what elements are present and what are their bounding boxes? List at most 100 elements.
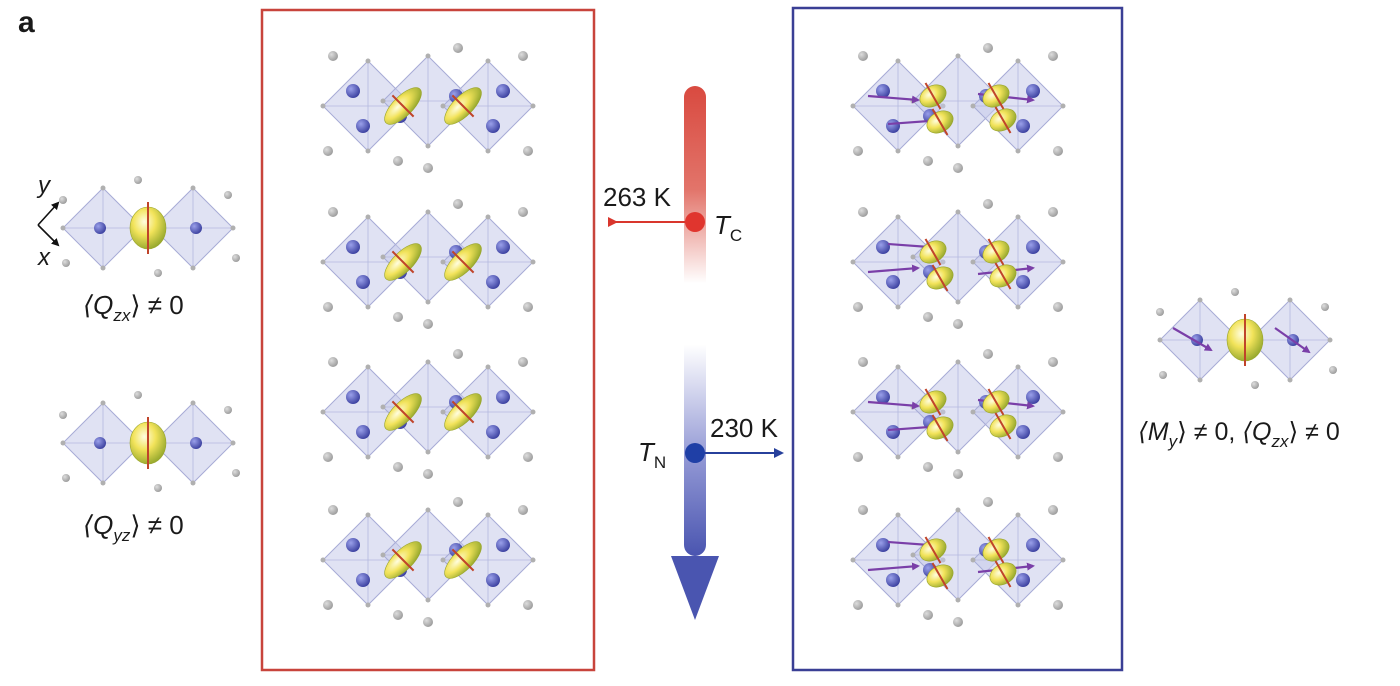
metal-atom [346, 84, 360, 98]
metal-atom [346, 390, 360, 404]
tn-value: 230 K [710, 413, 778, 443]
spin-arrow [867, 400, 920, 410]
metal-atom [1026, 538, 1040, 552]
ligand-atom [923, 156, 933, 166]
ligand-atom [858, 207, 868, 217]
metal-atom [486, 573, 500, 587]
qzx-motif [59, 176, 240, 277]
qzx-pre: ⟨Q [83, 290, 114, 320]
metal-atom [496, 240, 510, 254]
ligand-atom [983, 497, 993, 507]
metal-atom [1016, 275, 1030, 289]
spin-arrow [867, 264, 920, 274]
structure-layer [320, 497, 536, 627]
ligand-atom [393, 462, 403, 472]
metal-atom [876, 538, 890, 552]
ligand-atom [1048, 357, 1058, 367]
ligand-atom [523, 600, 533, 610]
ligand-atom [393, 156, 403, 166]
metal-atom [356, 119, 370, 133]
ligand-atom [1053, 452, 1063, 462]
ligand-atom [423, 469, 433, 479]
metal-atom [1026, 240, 1040, 254]
tc-sub: C [729, 226, 743, 245]
tn-symbol: TN [638, 437, 666, 472]
spin-arrow [1274, 327, 1311, 354]
ligand-atom [983, 199, 993, 209]
ligand-atom [858, 505, 868, 515]
my-sub: y [1168, 432, 1178, 451]
my-qzx-motif [1156, 288, 1337, 389]
metal-atom [486, 119, 500, 133]
ligand-atom [983, 43, 993, 53]
metal-atom [94, 437, 106, 449]
tn-t: T [638, 437, 654, 467]
ligand-atom [1231, 288, 1239, 296]
ligand-atom [858, 357, 868, 367]
ligand-atom [1251, 381, 1259, 389]
ligand-atom [328, 207, 338, 217]
qzx2-post: ⟩ ≠ 0 [1288, 418, 1340, 446]
ligand-atom [518, 51, 528, 61]
ligand-atom [224, 406, 232, 414]
ligand-atom [953, 319, 963, 329]
spin-arrow [1172, 327, 1213, 352]
metal-atom [356, 573, 370, 587]
metal-atom [1026, 84, 1040, 98]
qzx-sub: zx [113, 306, 131, 325]
ligand-atom [393, 610, 403, 620]
ligand-atom [853, 600, 863, 610]
metal-atom [1026, 390, 1040, 404]
metal-atom [356, 275, 370, 289]
metal-atom [886, 119, 900, 133]
ligand-atom [983, 349, 993, 359]
ligand-atom [59, 411, 67, 419]
ligand-atom [1329, 366, 1337, 374]
ligand-atom [453, 43, 463, 53]
ligand-atom [953, 469, 963, 479]
ligand-atom [323, 302, 333, 312]
ligand-atom [523, 302, 533, 312]
metal-atom [876, 390, 890, 404]
metal-atom [886, 425, 900, 439]
ligand-atom [323, 452, 333, 462]
ligand-atom [853, 146, 863, 156]
metal-atom [486, 425, 500, 439]
temperature-bar [671, 86, 719, 620]
structure-layer [850, 43, 1066, 173]
ligand-atom [59, 196, 67, 204]
ligand-atom [423, 617, 433, 627]
my-post: ⟩ ≠ 0, [1177, 418, 1243, 446]
ligand-atom [1321, 303, 1329, 311]
ligand-atom [232, 469, 240, 477]
ligand-atom [1048, 505, 1058, 515]
ligand-atom [1053, 146, 1063, 156]
tc-t: T [714, 210, 730, 240]
ligand-atom [154, 484, 162, 492]
metal-atom [486, 275, 500, 289]
metal-atom [876, 240, 890, 254]
ligand-atom [453, 497, 463, 507]
metal-atom [1016, 119, 1030, 133]
structure-layer [850, 349, 1066, 479]
panel-label: a [18, 6, 35, 39]
ligand-atom [328, 357, 338, 367]
ligand-atom [518, 357, 528, 367]
ligand-atom [518, 505, 528, 515]
metal-atom [886, 573, 900, 587]
qyz-motif [59, 391, 240, 492]
qyz-pre: ⟨Q [83, 510, 114, 540]
ligand-atom [1048, 51, 1058, 61]
ligand-atom [858, 51, 868, 61]
ligand-atom [923, 610, 933, 620]
structure-layer [850, 199, 1066, 329]
metal-atom [190, 222, 202, 234]
ligand-atom [1053, 600, 1063, 610]
ligand-atom [323, 146, 333, 156]
ligand-atom [923, 462, 933, 472]
ligand-atom [923, 312, 933, 322]
axis-glyph [37, 201, 60, 247]
structure-layer [320, 199, 536, 329]
ligand-atom [453, 199, 463, 209]
